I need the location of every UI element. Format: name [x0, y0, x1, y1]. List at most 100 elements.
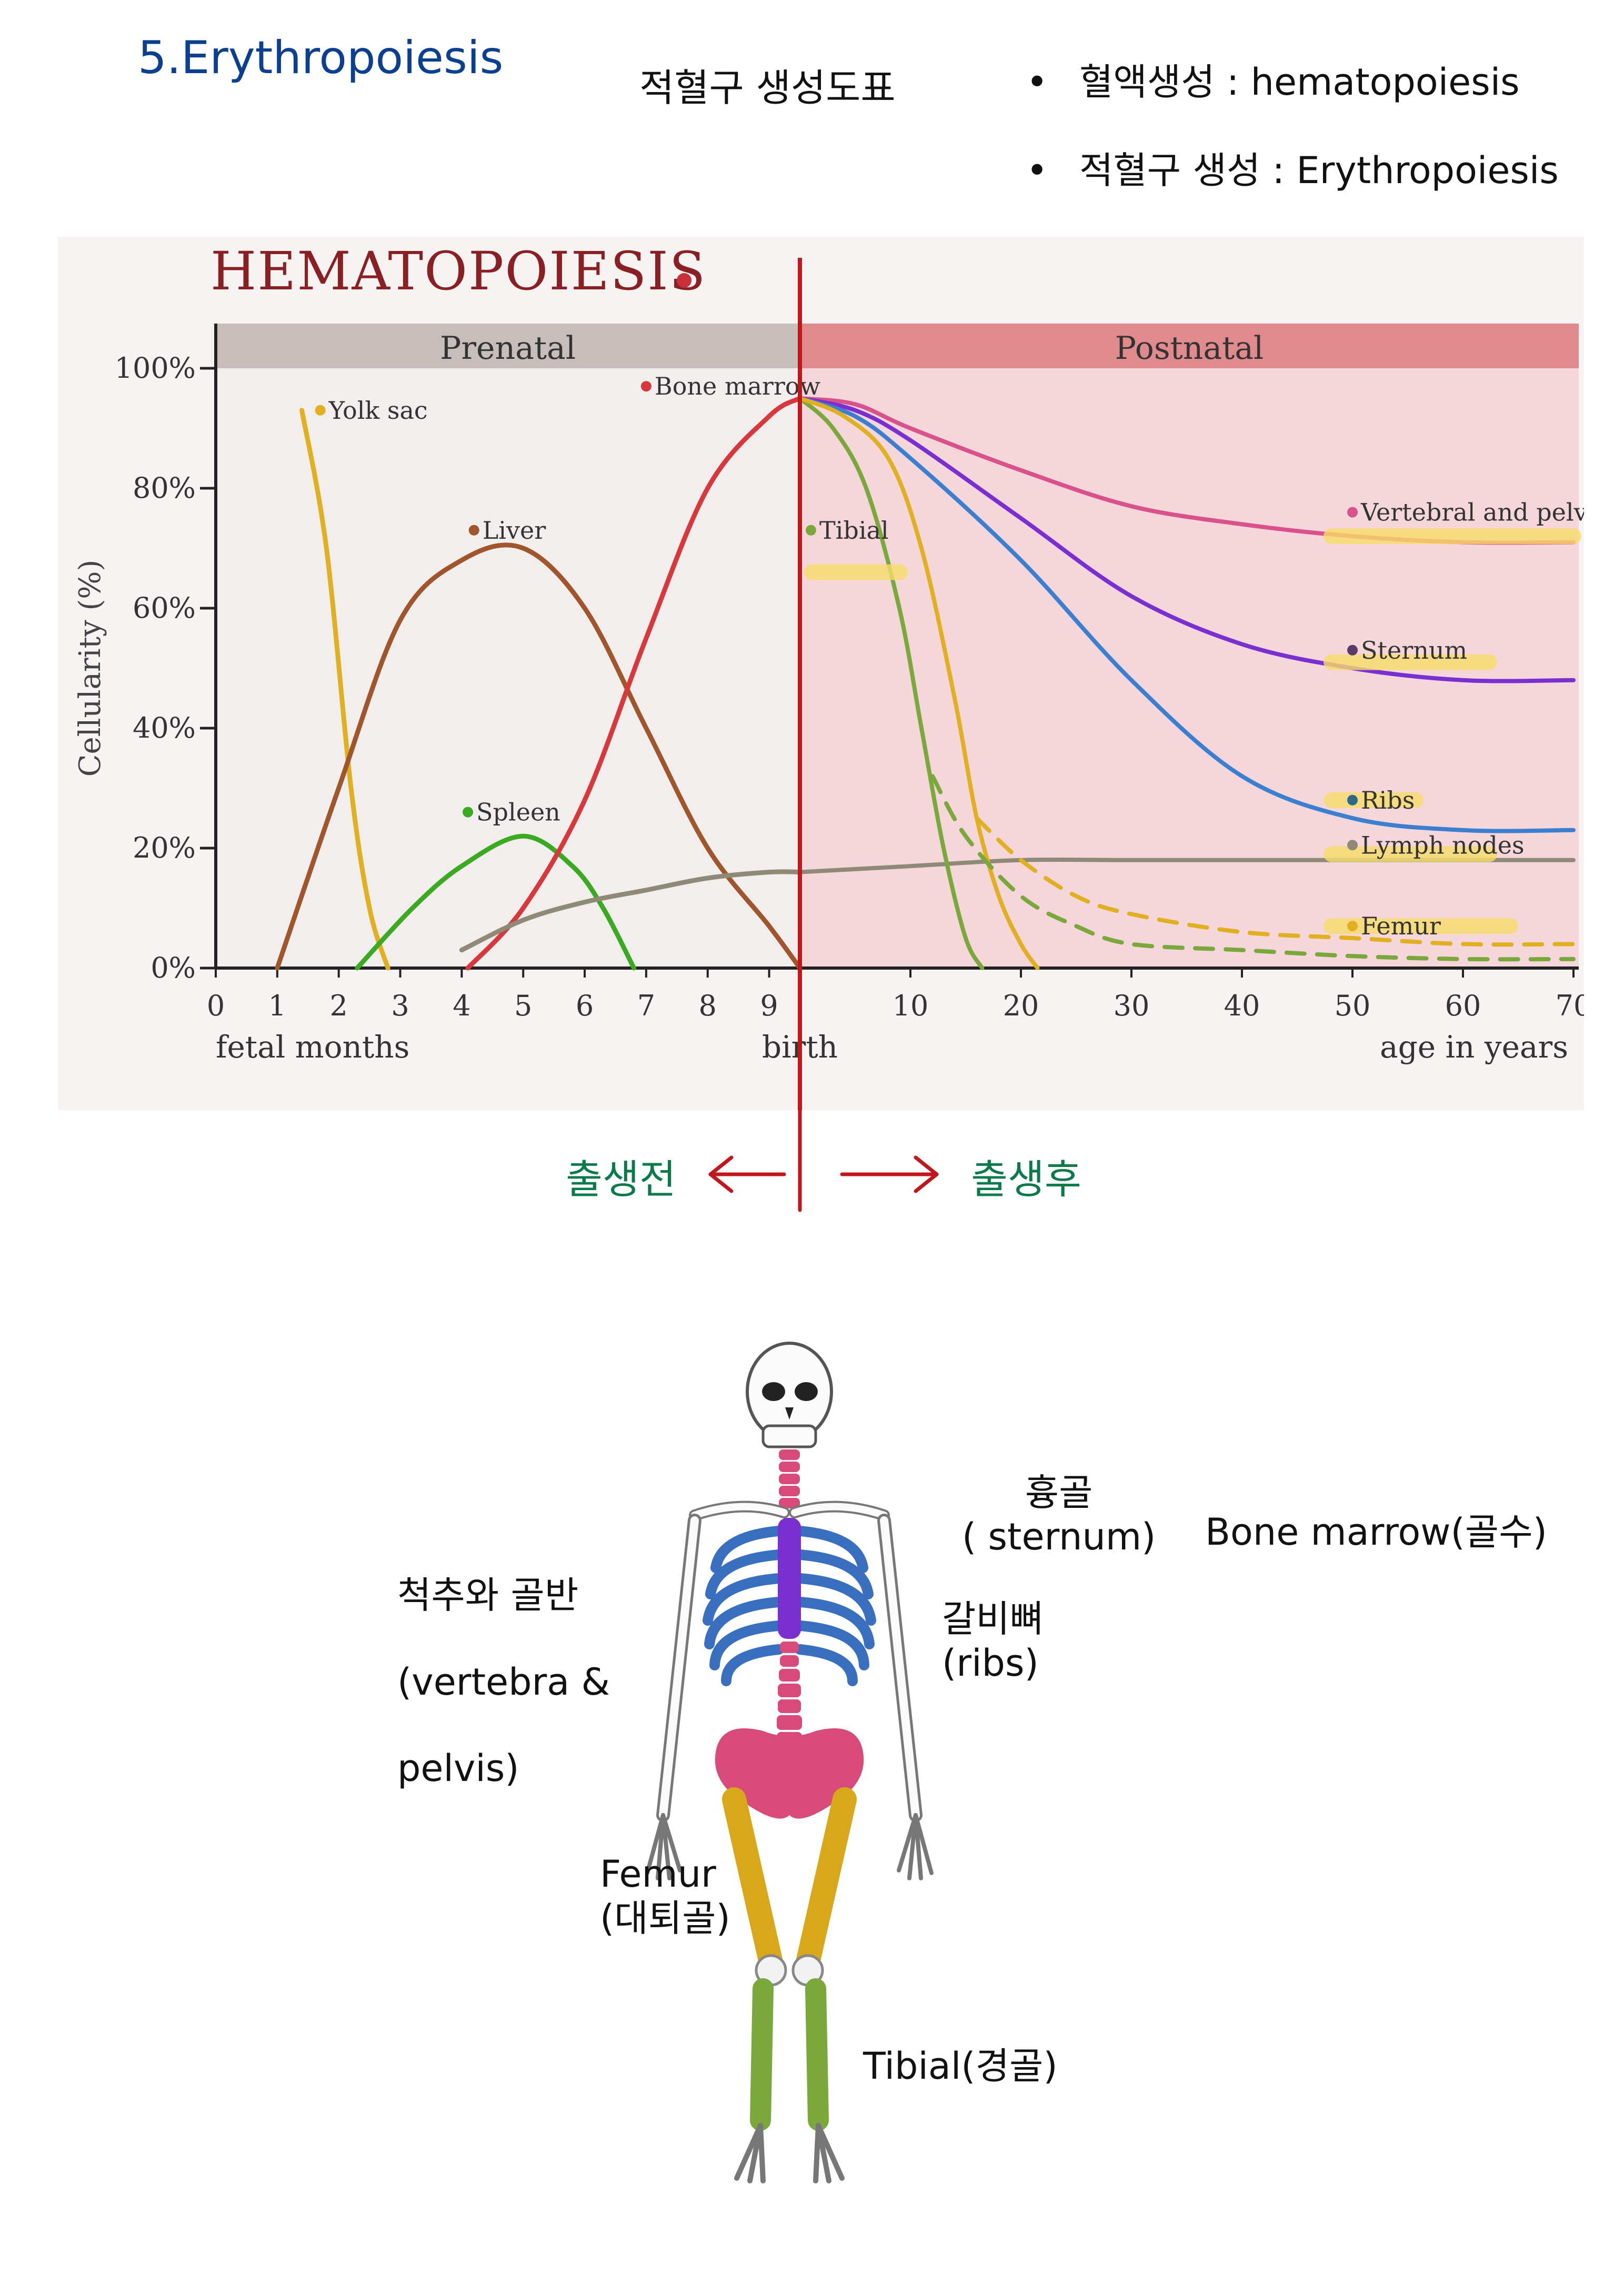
lower-spine [777, 1642, 802, 1747]
shoulders [689, 1501, 890, 1521]
series-label-dot [463, 807, 474, 818]
series-label: Spleen [476, 798, 560, 827]
series-line-dashed [975, 816, 1576, 947]
cervical-spine [779, 1449, 800, 1508]
x-tick-label: 2 [330, 989, 348, 1022]
x-tick-label: 1 [268, 989, 286, 1022]
hematopoiesis-chart: Prenatal Postnatal HEMATOPOIESIS 0% 20% 40% 60… [58, 237, 1584, 1110]
left-arrow-head [708, 1172, 734, 1193]
series-line-prenatal [465, 396, 803, 971]
feet [734, 2123, 845, 2183]
prenatal-header-band [216, 324, 800, 368]
x-tick-label: 20 [1003, 989, 1039, 1022]
bullet-text: 적혈구 생성 : Erythropoiesis [1079, 149, 1559, 192]
postnatal-arrow-label: 출생후 [971, 1156, 1081, 1203]
label-sternum: 흉골 ( sternum) [962, 1471, 1156, 1559]
label-bone-marrow: Bone marrow(골수) [1205, 1510, 1547, 1554]
series-label-dot [1347, 921, 1358, 932]
label-line: Tibial(경골) [863, 2045, 1058, 2088]
postnatal-header-band [800, 324, 1579, 368]
postnatal-band-label: Postnatal [1115, 330, 1264, 367]
rib-cage [703, 1526, 876, 1686]
x-tick-label: 4 [453, 989, 470, 1022]
label-line: Bone marrow(골수) [1205, 1510, 1547, 1554]
series-line-prenatal [355, 833, 637, 971]
skeleton-illustration [645, 1342, 934, 2183]
right-arrow-head [914, 1155, 939, 1176]
label-line: (ribs) [942, 1642, 1039, 1685]
chart-canvas: Prenatal PostnatalHEMATOPOIESIS0%20%40%60… [73, 240, 1584, 1110]
label-line: 척추와 골반 [397, 1574, 579, 1617]
series-label: Bone marrow [655, 372, 820, 400]
x-tick-label: 70 [1556, 989, 1584, 1022]
series-label-dot [1347, 645, 1358, 656]
femurs [722, 1787, 857, 1975]
y-tick-label: 40% [133, 711, 196, 744]
title-dot [677, 273, 691, 288]
series-label-dot [806, 525, 816, 536]
series-line-postnatal [798, 396, 1040, 970]
x-tick-label: 5 [514, 989, 532, 1022]
label-line: Femur [600, 1852, 716, 1896]
tibias [750, 1978, 829, 2131]
series-label-dot [1347, 794, 1358, 805]
bullet-mark: • [1026, 149, 1048, 192]
x-tick-label: 3 [391, 989, 409, 1022]
skull [746, 1342, 833, 1448]
x-tick-label: 6 [576, 989, 594, 1022]
series-label: Ribs [1361, 786, 1415, 814]
series-label: Sternum [1361, 636, 1467, 664]
prenatal-band-label: Prenatal [440, 330, 576, 367]
x-label-age-years: age in years [1380, 1029, 1568, 1065]
series-label: Vertebral and pelvis [1360, 498, 1584, 527]
hands [645, 1813, 934, 1880]
label-line: (vertebra & [397, 1660, 610, 1704]
pelvis [715, 1728, 864, 1819]
series-label: Lymph nodes [1361, 831, 1525, 859]
series-label: Femur [1361, 912, 1441, 940]
series-label-dot [468, 525, 479, 536]
series-label: Yolk sac [328, 396, 428, 425]
x-tick-label: 9 [760, 989, 778, 1022]
series-line-postnatal [798, 396, 1576, 833]
x-label-fetal-months: fetal months [216, 1029, 409, 1065]
series-line-prenatal [299, 408, 390, 971]
bullet-mark: • [1026, 61, 1048, 104]
label-line: 흉골 [1025, 1471, 1093, 1514]
label-vertebra-pelvis: 척추와 골반 (vertebra & pelvis) [397, 1552, 610, 1812]
left-arrow-head [708, 1155, 734, 1176]
x-tick-label: 50 [1335, 989, 1371, 1022]
x-tick-label: 10 [893, 989, 929, 1022]
label-line: (대퇴골) [600, 1897, 730, 1940]
prenatal-arrow-label: 출생전 [566, 1156, 676, 1203]
series-label-dot [1347, 840, 1358, 851]
label-line: ( sternum) [962, 1515, 1156, 1558]
y-tick-label: 80% [133, 471, 196, 505]
y-tick-label: 60% [133, 591, 196, 625]
page-title: 5.Erythropoiesis [138, 32, 504, 84]
right-arrow-head [914, 1172, 939, 1193]
y-tick-label: 20% [133, 831, 196, 864]
x-tick-label: 7 [637, 989, 655, 1022]
label-tibial: Tibial(경골) [863, 2044, 1058, 2088]
label-line: pelvis) [397, 1747, 519, 1790]
series-line-prenatal [459, 869, 803, 953]
y-tick-label: 100% [115, 351, 196, 385]
series-line-postnatal [798, 396, 1576, 683]
bullet-text: 혈액생성 : hematopoiesis [1079, 61, 1520, 104]
x-tick-label: 60 [1445, 989, 1481, 1022]
label-femur: Femur (대퇴골) [600, 1852, 730, 1940]
x-tick-label: 8 [699, 989, 717, 1022]
series-label: Tibial [819, 516, 889, 545]
series-label-dot [1347, 507, 1358, 518]
series-label-dot [315, 405, 326, 416]
y-tick-label: 0% [151, 951, 196, 984]
series-label: Liver [483, 516, 546, 545]
x-tick-label: 40 [1224, 989, 1260, 1022]
bullet-item: • 혈액생성 : hematopoiesis [1026, 53, 1520, 106]
label-ribs: 갈비뼈 (ribs) [942, 1597, 1044, 1685]
series-label-dot [640, 381, 651, 392]
chart-caption: 적혈구 생성도표 [639, 66, 896, 110]
y-axis-label: Cellularity (%) [73, 560, 107, 777]
x-tick-label: 30 [1114, 989, 1150, 1022]
